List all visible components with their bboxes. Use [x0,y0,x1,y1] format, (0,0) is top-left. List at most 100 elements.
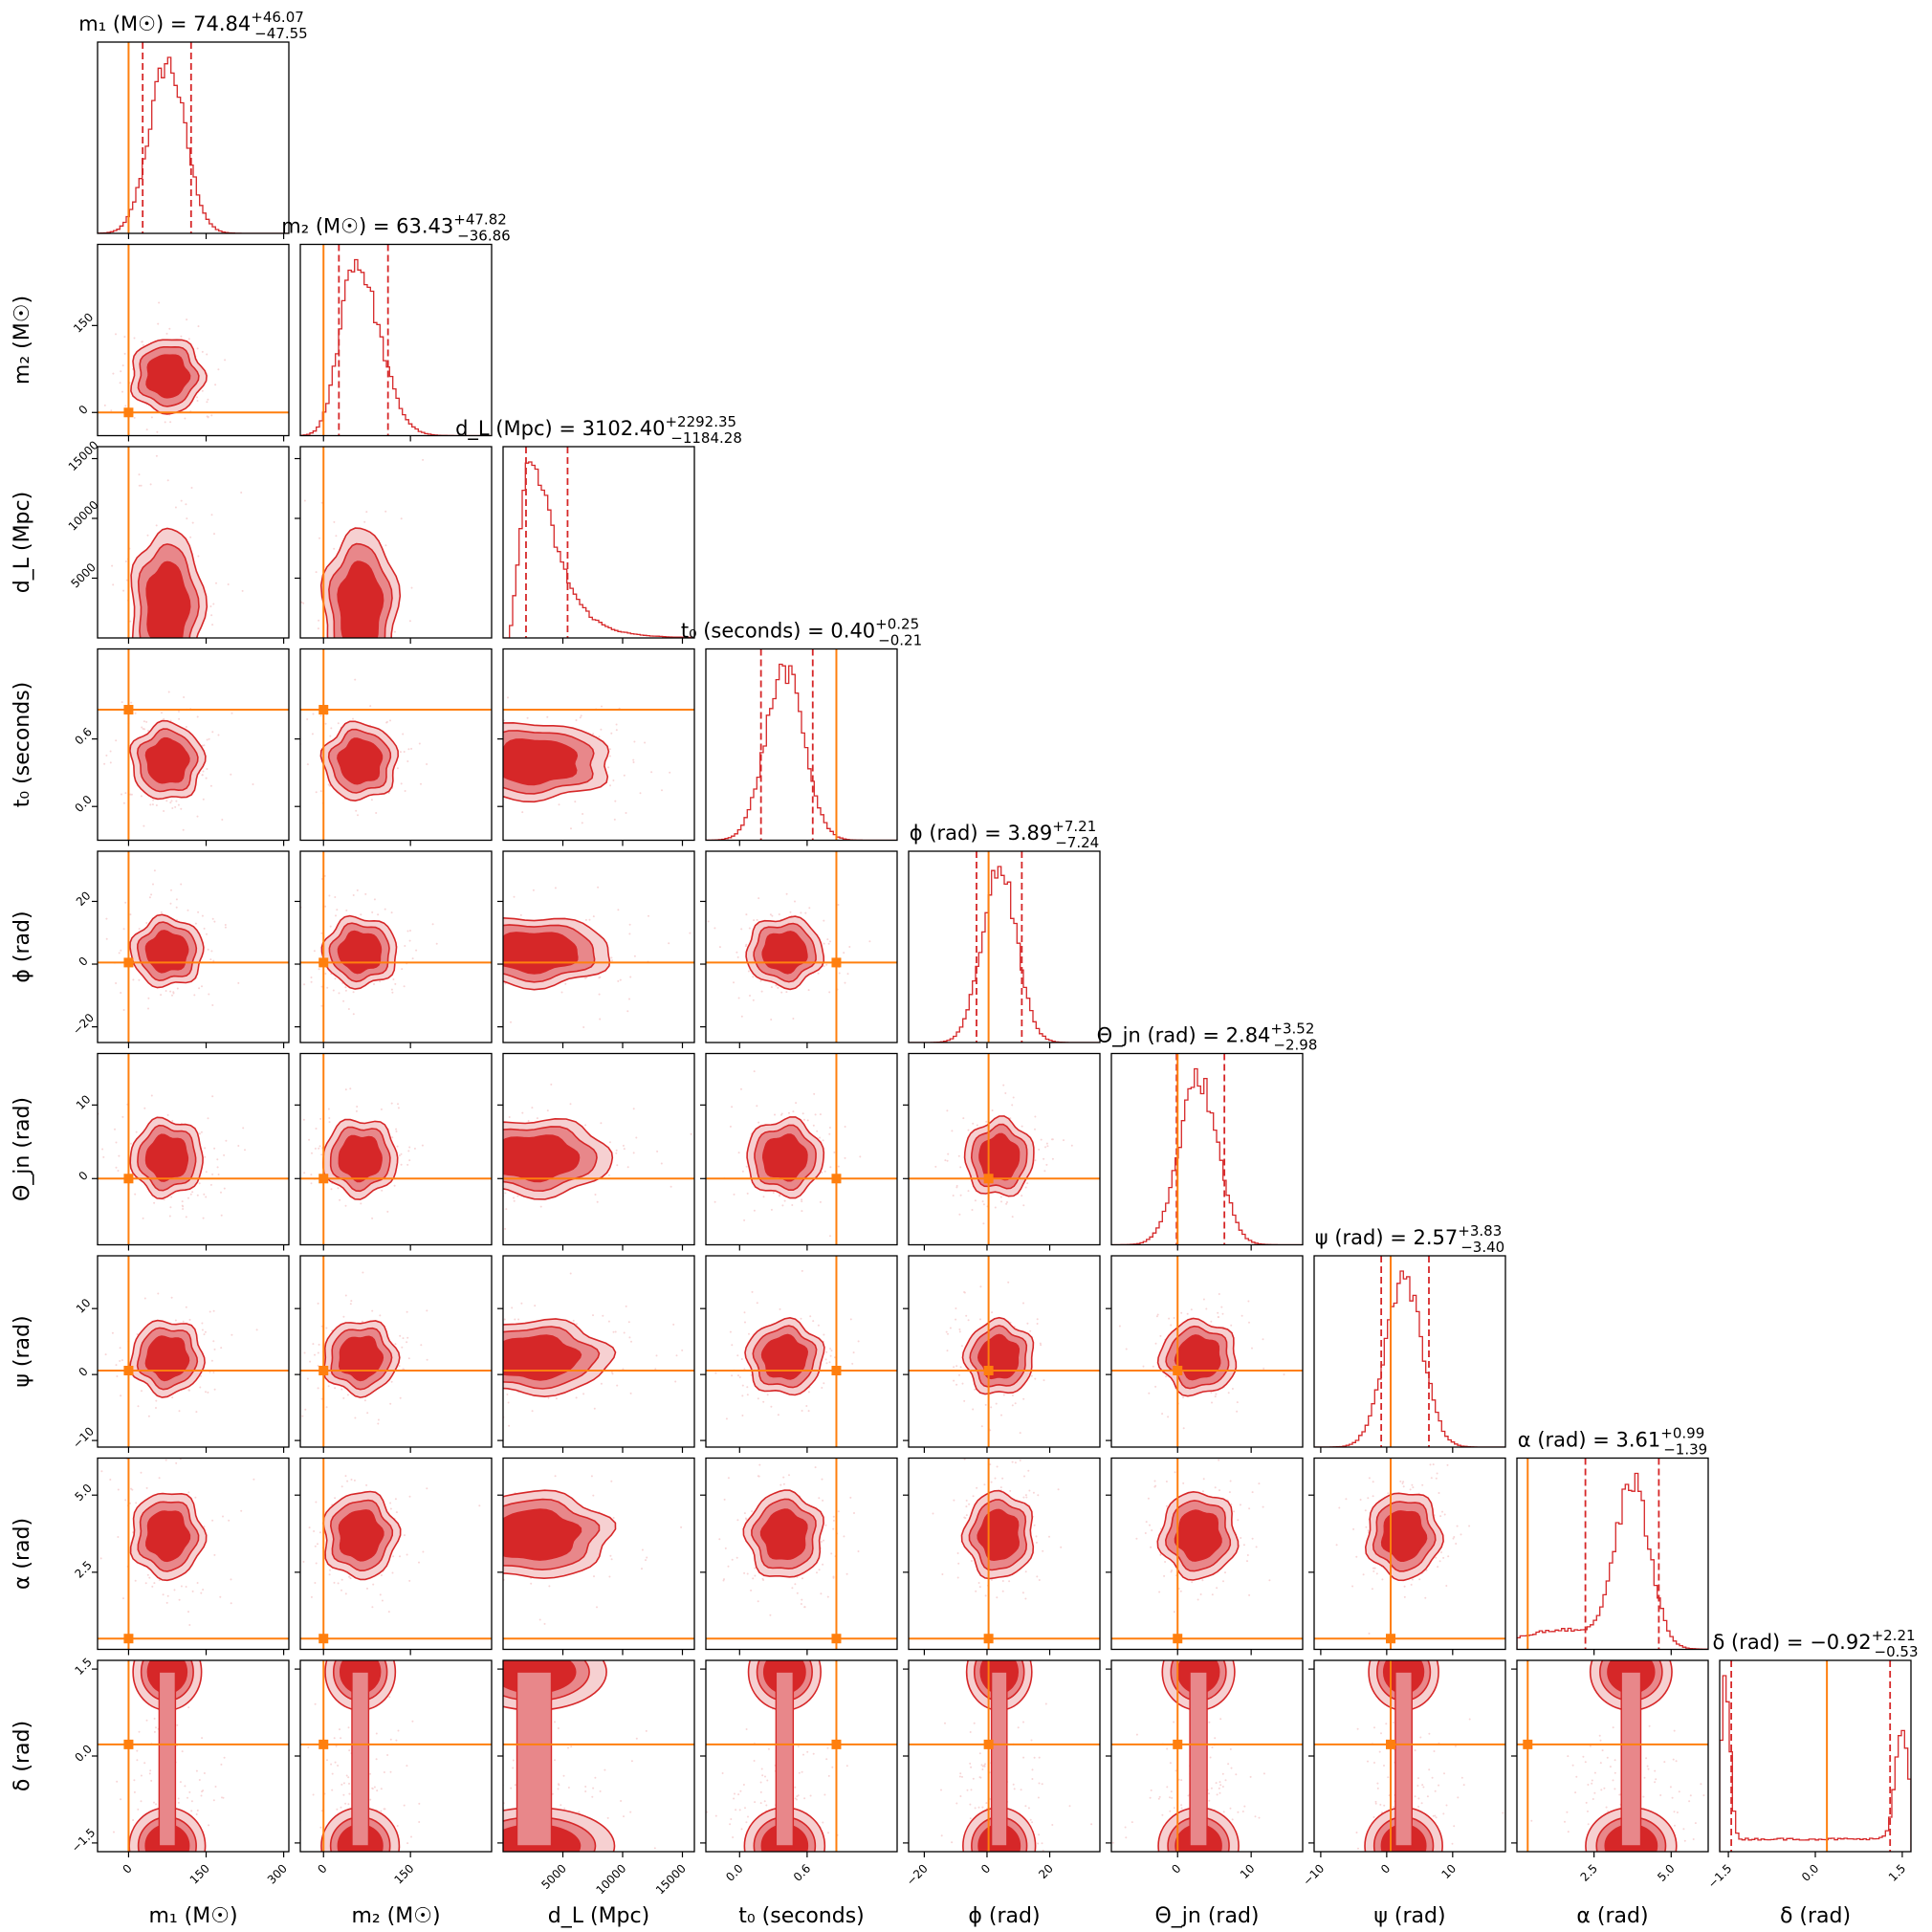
sample-point [130,701,133,704]
sample-point [1011,1460,1014,1463]
sample-point [598,993,601,996]
sample-point [794,900,796,903]
sample-point [418,1821,421,1823]
sample-point [1210,1320,1213,1323]
sample-point [196,1582,199,1584]
sample-point [177,803,180,806]
sample-point [201,985,203,988]
sample-point [1023,1475,1025,1478]
sample-point [1199,1593,1202,1595]
sample-point [495,962,497,964]
contour-panel-m1-alpha: 2.55.0 [72,1457,290,1656]
sample-point [140,1471,143,1474]
sample-point [823,1539,824,1542]
sample-point [558,803,560,806]
sample-point [1043,1157,1045,1160]
sample-point [204,1330,207,1333]
sample-point [832,1576,835,1579]
sample-point [625,812,627,814]
sample-point [406,1553,408,1556]
sample-point [985,1120,988,1123]
injection-marker [831,1366,842,1375]
contour-panel-m2-theta [295,1052,493,1251]
sample-point [616,1384,619,1387]
sample-point [170,642,172,644]
sample-point [134,1579,137,1582]
sample-point [224,359,227,362]
sample-point [501,931,503,933]
sample-point [977,1582,980,1584]
sample-point [469,1788,471,1789]
sample-point [406,1310,408,1313]
sample-point [297,1447,299,1449]
injection-marker [318,1634,329,1644]
sample-point [320,932,323,934]
sample-point [420,782,422,785]
sample-point [196,646,198,648]
sample-point [120,370,122,373]
histogram-theta [1111,1067,1303,1245]
sample-point [994,1206,997,1209]
sample-point [1447,1555,1450,1558]
sample-point [801,1200,803,1203]
sample-point [1224,1571,1226,1574]
sample-point [1438,1560,1441,1563]
sample-point [531,1855,533,1856]
sample-point [155,804,158,806]
sample-point [450,1327,452,1328]
sample-point [196,347,199,350]
sample-point [497,1369,499,1371]
sample-point [1001,1580,1004,1582]
sample-point [185,503,187,506]
sample-point [597,886,600,889]
x-tick-label: 0 [120,1861,134,1876]
sample-point [769,913,772,916]
sample-point [193,994,196,997]
sample-point [550,1455,552,1457]
sample-point [727,1565,730,1568]
sample-point [849,1318,852,1321]
sample-point [342,1793,345,1796]
sample-point [988,1448,990,1450]
sample-point [280,906,282,908]
panel-body [909,1053,1100,1245]
sample-point [995,1402,998,1405]
sample-point [433,1112,435,1114]
sample-point [484,1162,486,1164]
sample-point [1446,1463,1449,1466]
sample-point [600,1122,603,1125]
sample-point [548,1585,551,1588]
sample-point [378,656,380,658]
sample-point [144,1582,147,1585]
sample-point [476,1526,478,1527]
sample-point [754,1801,757,1804]
sample-point [153,1730,156,1733]
sample-point [334,977,337,980]
y-tick-label: 1.5 [72,1656,94,1678]
sample-point [999,1486,1002,1489]
panel-body [295,1447,492,1650]
sample-point [596,1200,599,1203]
sample-point [769,1856,771,1858]
sample-point [399,1396,402,1399]
sample-point [315,1128,318,1130]
sample-point [395,1131,398,1132]
sample-point [740,928,743,931]
sample-point [473,1363,475,1365]
sample-point [670,1185,672,1188]
sample-point [140,484,143,487]
sample-point [332,1894,334,1896]
sample-point [403,985,406,988]
sample-point [340,1589,342,1592]
sample-point [334,1873,336,1875]
sample-point [124,792,127,795]
sample-point [148,1772,151,1775]
sample-point [981,1200,984,1203]
sample-point [295,1548,296,1550]
sample-point [1180,1311,1183,1314]
sample-point [371,1787,374,1789]
sample-point [195,1769,198,1772]
sample-point [554,1721,556,1723]
sample-point [136,1333,139,1335]
sample-point [1429,1463,1432,1466]
